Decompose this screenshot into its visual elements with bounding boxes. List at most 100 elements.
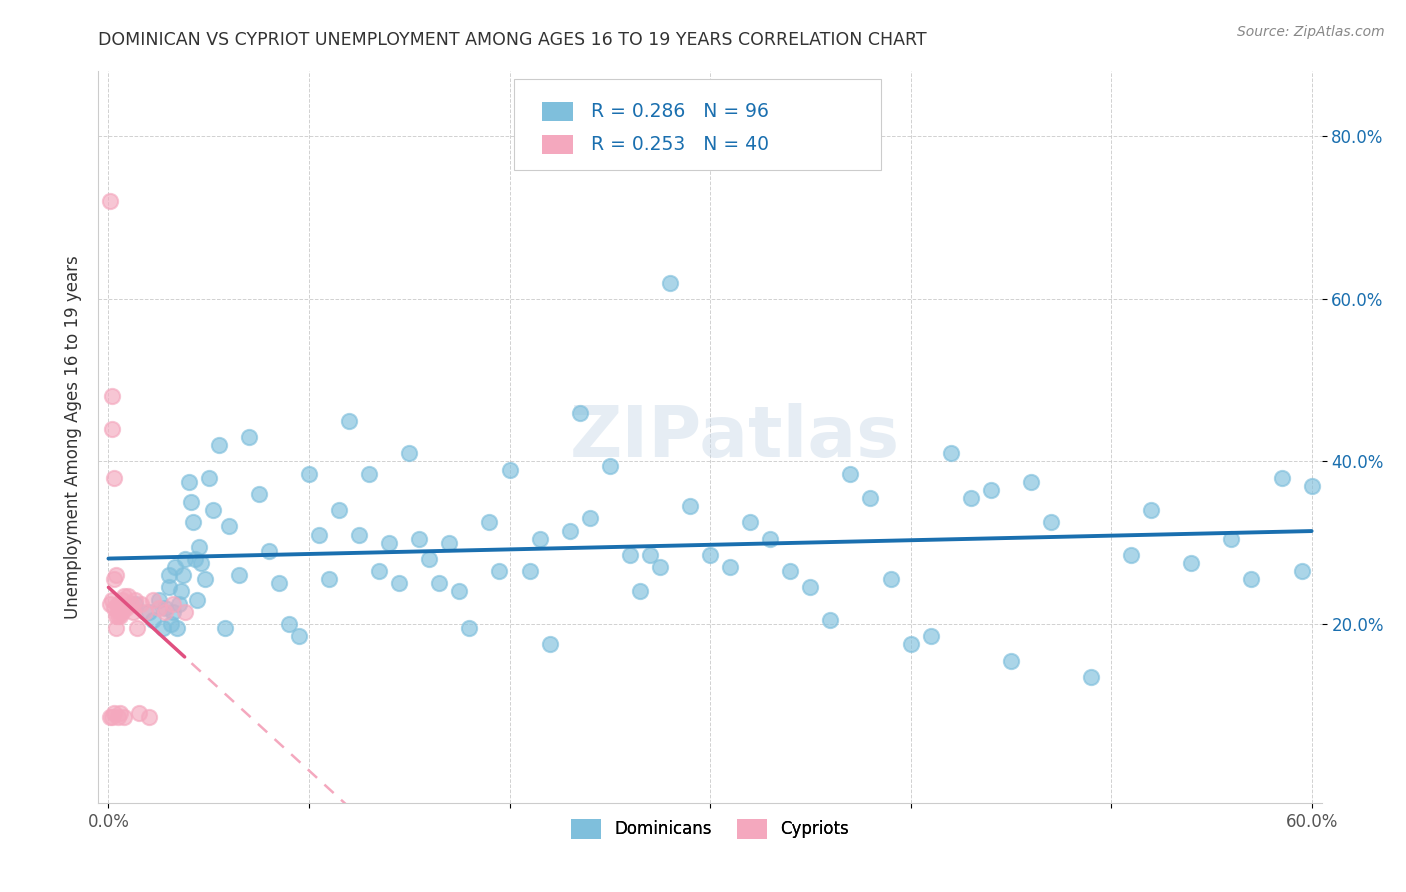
- Point: [418, 552, 440, 566]
- Text: R = 0.286   N = 96: R = 0.286 N = 96: [592, 102, 769, 121]
- Point: [107, 597, 129, 611]
- Point: [157, 581, 180, 595]
- Point: [619, 548, 641, 562]
- Point: [100, 710, 122, 724]
- Point: [148, 592, 170, 607]
- Point: [839, 467, 862, 481]
- Point: [107, 710, 129, 724]
- Point: [920, 629, 942, 643]
- Point: [359, 467, 381, 481]
- Text: DOMINICAN VS CYPRIOT UNEMPLOYMENT AMONG AGES 16 TO 19 YEARS CORRELATION CHART: DOMINICAN VS CYPRIOT UNEMPLOYMENT AMONG …: [98, 31, 927, 49]
- Point: [101, 422, 124, 436]
- Point: [187, 540, 209, 554]
- Point: [648, 560, 671, 574]
- Point: [125, 621, 148, 635]
- Point: [110, 706, 132, 721]
- Point: [124, 592, 146, 607]
- Point: [799, 581, 821, 595]
- Point: [100, 194, 122, 209]
- Point: [105, 621, 128, 635]
- Point: [478, 516, 501, 530]
- Point: [558, 524, 581, 538]
- Point: [110, 608, 132, 623]
- Point: [111, 605, 134, 619]
- Point: [288, 629, 311, 643]
- Point: [1000, 654, 1022, 668]
- Point: [1039, 516, 1062, 530]
- Point: [103, 471, 125, 485]
- FancyBboxPatch shape: [515, 78, 882, 170]
- Point: [1019, 475, 1042, 489]
- Point: [638, 548, 661, 562]
- Legend: Dominicans, Cypriots: Dominicans, Cypriots: [564, 812, 856, 846]
- Point: [142, 592, 165, 607]
- Point: [408, 532, 430, 546]
- Point: [679, 499, 702, 513]
- Point: [427, 576, 450, 591]
- Point: [498, 462, 520, 476]
- Point: [159, 617, 181, 632]
- Point: [103, 600, 125, 615]
- Point: [181, 516, 204, 530]
- Point: [129, 597, 152, 611]
- Point: [173, 552, 195, 566]
- Point: [1220, 532, 1243, 546]
- Point: [328, 503, 350, 517]
- Point: [138, 710, 160, 724]
- FancyBboxPatch shape: [543, 102, 574, 121]
- Point: [162, 597, 184, 611]
- Point: [599, 458, 621, 473]
- Point: [148, 600, 170, 615]
- Point: [208, 438, 231, 452]
- Point: [153, 600, 176, 615]
- Point: [180, 495, 202, 509]
- Point: [759, 532, 782, 546]
- Point: [318, 572, 340, 586]
- Point: [959, 491, 981, 505]
- Point: [152, 621, 174, 635]
- Point: [201, 503, 224, 517]
- Point: [699, 548, 721, 562]
- Point: [111, 592, 134, 607]
- Point: [1140, 503, 1163, 517]
- Point: [228, 568, 250, 582]
- Point: [538, 637, 561, 651]
- Point: [142, 613, 165, 627]
- Point: [267, 576, 290, 591]
- Point: [183, 552, 205, 566]
- Point: [308, 527, 330, 541]
- Point: [110, 605, 132, 619]
- Point: [939, 446, 962, 460]
- Point: [718, 560, 741, 574]
- Point: [388, 576, 411, 591]
- Point: [980, 483, 1002, 497]
- Y-axis label: Unemployment Among Ages 16 to 19 years: Unemployment Among Ages 16 to 19 years: [63, 255, 82, 619]
- Point: [214, 621, 236, 635]
- Point: [120, 597, 142, 611]
- Point: [114, 710, 136, 724]
- Point: [488, 564, 510, 578]
- Point: [368, 564, 391, 578]
- Point: [458, 621, 481, 635]
- Point: [879, 572, 901, 586]
- Point: [101, 710, 124, 724]
- Point: [568, 406, 591, 420]
- Point: [238, 430, 260, 444]
- Point: [103, 706, 125, 721]
- Point: [298, 467, 321, 481]
- Point: [138, 605, 160, 619]
- Point: [529, 532, 551, 546]
- Point: [121, 605, 143, 619]
- Point: [378, 535, 401, 549]
- Point: [1291, 564, 1313, 578]
- Point: [107, 600, 129, 615]
- Point: [1180, 556, 1202, 570]
- Point: [820, 613, 842, 627]
- Point: [740, 516, 762, 530]
- Point: [101, 592, 124, 607]
- Point: [859, 491, 882, 505]
- Point: [337, 414, 360, 428]
- Point: [128, 706, 150, 721]
- Point: [190, 556, 212, 570]
- Point: [347, 527, 370, 541]
